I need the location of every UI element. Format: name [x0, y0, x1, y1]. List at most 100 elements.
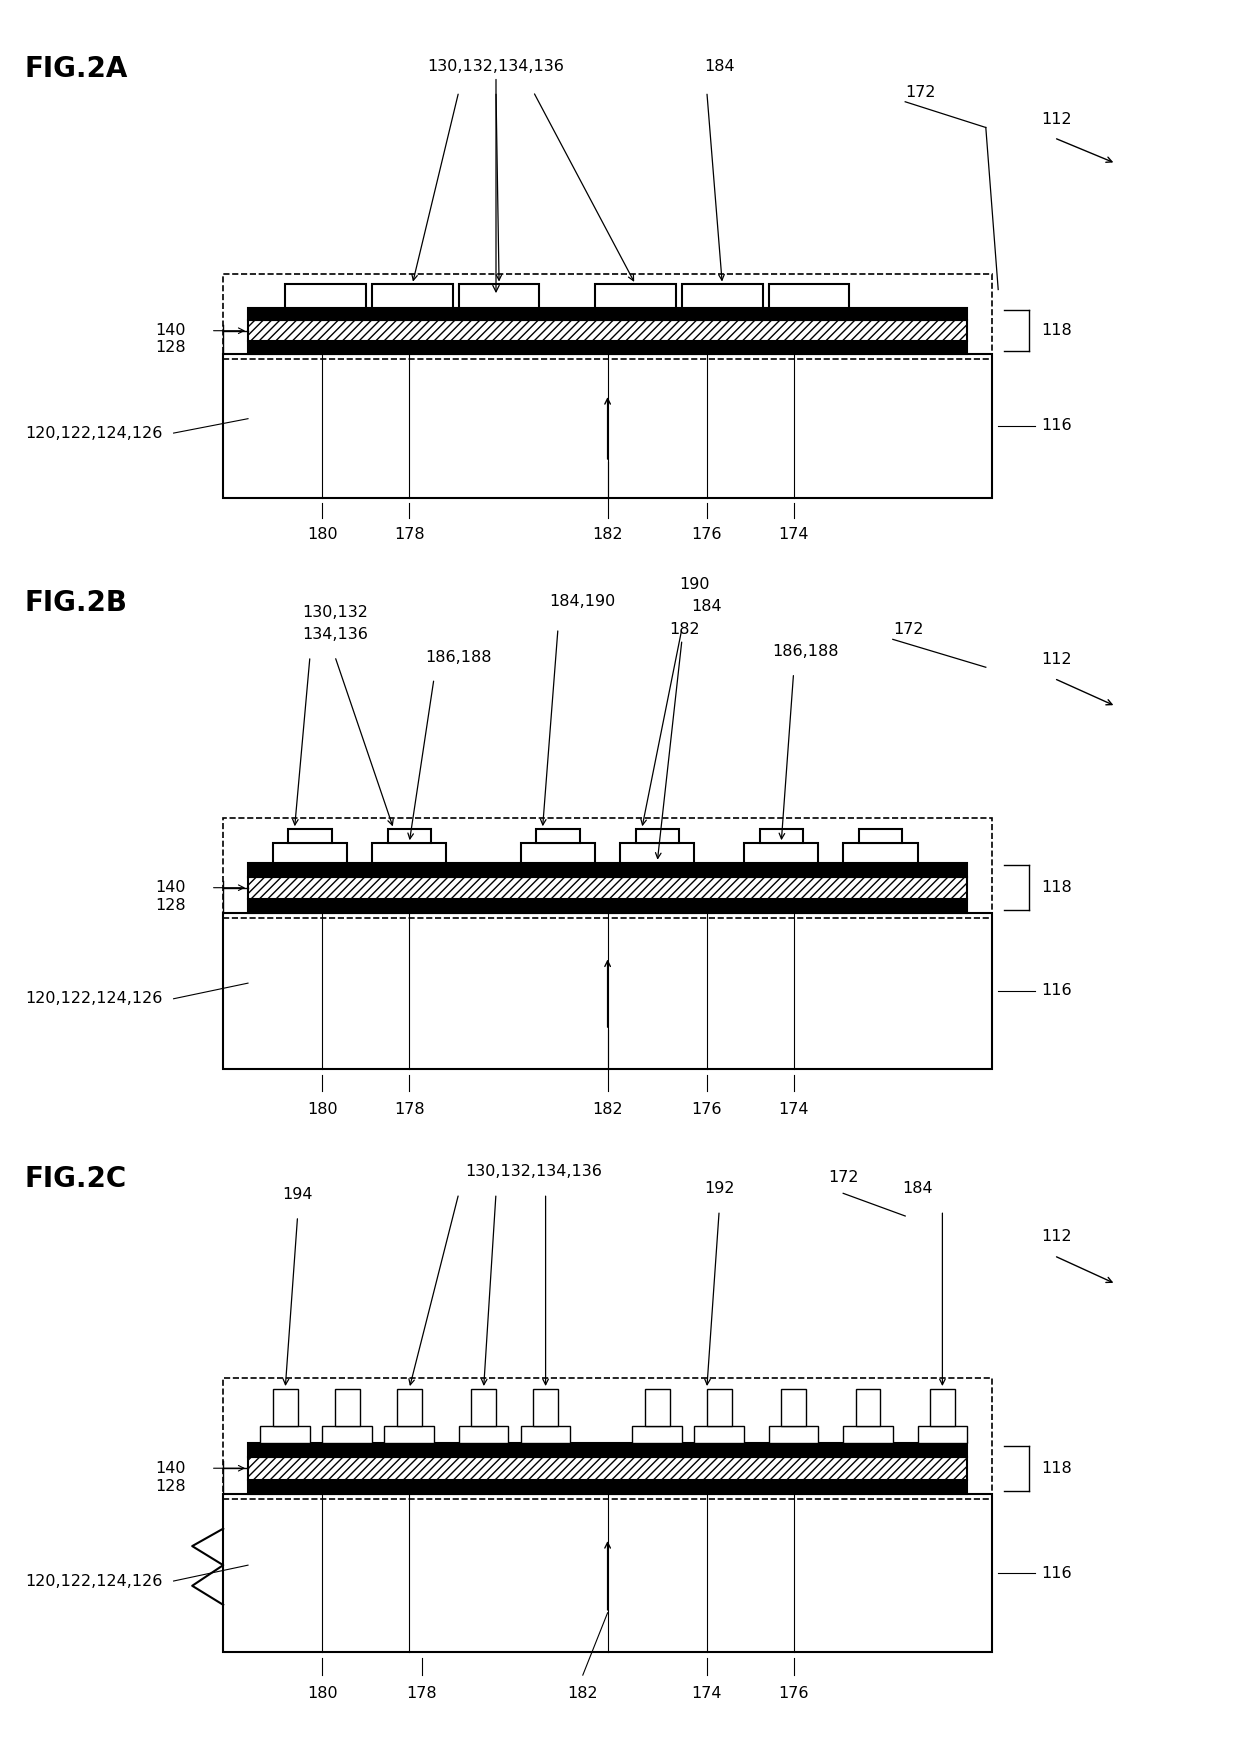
Text: 118: 118	[1042, 1461, 1073, 1475]
Bar	[223, 818, 992, 919]
Bar	[260, 1427, 310, 1442]
Text: 130,132,134,136: 130,132,134,136	[465, 1165, 601, 1179]
Bar	[273, 1388, 298, 1427]
Bar	[397, 1388, 422, 1427]
Text: 178: 178	[394, 1102, 424, 1116]
Bar	[694, 1427, 744, 1442]
Text: 118: 118	[1042, 881, 1073, 895]
Text: 178: 178	[407, 1686, 436, 1700]
Bar	[248, 1442, 967, 1456]
Bar	[521, 1427, 570, 1442]
Text: 186,188: 186,188	[773, 644, 839, 659]
Text: 130,132: 130,132	[301, 605, 368, 621]
Bar	[372, 842, 446, 863]
Text: 182: 182	[568, 1686, 598, 1700]
Text: 128: 128	[155, 340, 186, 356]
Text: 182: 182	[593, 1102, 622, 1116]
Bar	[273, 842, 347, 863]
Text: 180: 180	[308, 1686, 337, 1700]
Text: 140: 140	[155, 881, 186, 895]
Bar	[459, 284, 539, 307]
Bar	[682, 284, 763, 307]
Bar	[918, 1427, 967, 1442]
Text: 172: 172	[893, 623, 924, 637]
Text: 118: 118	[1042, 323, 1073, 338]
Bar	[471, 1388, 496, 1427]
Bar	[645, 1388, 670, 1427]
Text: 182: 182	[593, 527, 622, 542]
Bar	[223, 1493, 992, 1653]
Text: 120,122,124,126: 120,122,124,126	[25, 1573, 162, 1589]
Text: 172: 172	[905, 85, 936, 99]
Text: 134,136: 134,136	[301, 628, 368, 642]
Bar	[248, 1479, 967, 1493]
Bar	[223, 354, 992, 499]
Bar	[769, 1427, 818, 1442]
Bar	[248, 1456, 967, 1479]
Text: 174: 174	[779, 527, 808, 542]
Bar	[248, 877, 967, 898]
Text: 112: 112	[1042, 112, 1073, 127]
Text: 140: 140	[155, 323, 186, 338]
Text: 112: 112	[1042, 1230, 1073, 1245]
Bar	[595, 284, 676, 307]
Text: 176: 176	[692, 1102, 722, 1116]
Text: 184: 184	[704, 59, 734, 73]
Text: 180: 180	[308, 1102, 337, 1116]
Text: 178: 178	[394, 527, 424, 542]
Bar	[248, 321, 967, 342]
Bar	[248, 342, 967, 354]
Bar	[521, 842, 595, 863]
Bar	[759, 828, 804, 842]
Text: 140: 140	[155, 1461, 186, 1475]
Text: 184,190: 184,190	[549, 595, 616, 609]
Text: 176: 176	[692, 527, 722, 542]
Bar	[322, 1427, 372, 1442]
Text: 128: 128	[155, 1479, 186, 1495]
Bar	[372, 284, 453, 307]
Bar	[744, 842, 818, 863]
Text: FIG.2B: FIG.2B	[25, 589, 128, 617]
Bar	[533, 1388, 558, 1427]
Text: 120,122,124,126: 120,122,124,126	[25, 426, 162, 441]
Bar	[459, 1427, 508, 1442]
Bar	[248, 898, 967, 912]
Text: 172: 172	[828, 1170, 858, 1184]
Text: 128: 128	[155, 898, 186, 914]
Text: 180: 180	[308, 527, 337, 542]
Bar	[843, 842, 918, 863]
Text: 174: 174	[692, 1686, 722, 1700]
Bar	[223, 274, 992, 359]
Text: 116: 116	[1042, 1566, 1073, 1580]
Bar	[856, 1388, 880, 1427]
Bar	[335, 1388, 360, 1427]
Text: 190: 190	[680, 577, 709, 593]
Text: FIG.2A: FIG.2A	[25, 56, 128, 84]
Text: 182: 182	[670, 623, 701, 637]
Bar	[843, 1427, 893, 1442]
Text: 176: 176	[779, 1686, 808, 1700]
Bar	[707, 1388, 732, 1427]
Bar	[248, 307, 967, 321]
Text: 194: 194	[283, 1188, 312, 1202]
Text: 174: 174	[779, 1102, 808, 1116]
Bar	[223, 912, 992, 1069]
Bar	[769, 284, 849, 307]
Text: 192: 192	[704, 1181, 734, 1196]
Text: 116: 116	[1042, 419, 1073, 434]
Bar	[930, 1388, 955, 1427]
Bar	[620, 842, 694, 863]
Bar	[285, 284, 366, 307]
Bar	[635, 828, 680, 842]
Bar	[537, 828, 580, 842]
Bar	[387, 828, 432, 842]
Text: 116: 116	[1042, 984, 1073, 999]
Bar	[288, 828, 332, 842]
Text: 184: 184	[692, 600, 722, 614]
Bar	[384, 1427, 434, 1442]
Bar	[781, 1388, 806, 1427]
Bar	[248, 863, 967, 877]
Bar	[223, 1378, 992, 1500]
Text: 120,122,124,126: 120,122,124,126	[25, 991, 162, 1006]
Text: 130,132,134,136: 130,132,134,136	[428, 59, 564, 291]
